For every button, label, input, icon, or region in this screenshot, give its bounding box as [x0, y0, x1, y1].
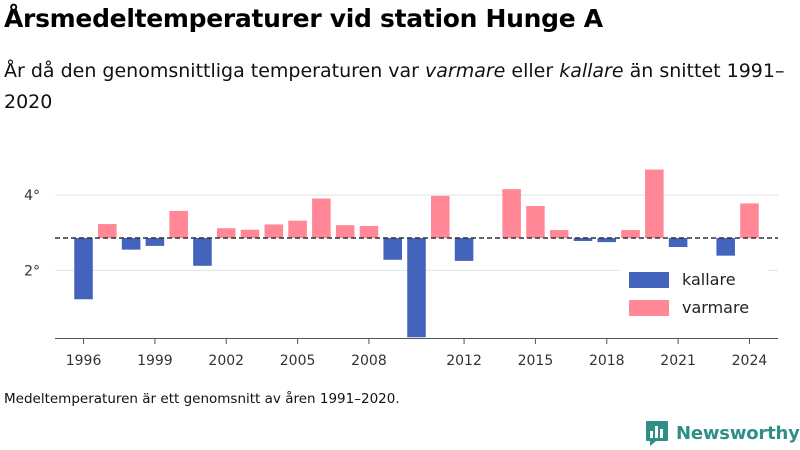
bar-2004: [264, 224, 284, 238]
bar-2001: [193, 237, 212, 266]
x-tick-label: 1996: [66, 353, 102, 369]
bar-2003: [240, 229, 260, 238]
bar-2019: [621, 230, 640, 238]
bar-2017: [573, 237, 593, 241]
bar-1998: [121, 237, 141, 250]
legend-label-varmare: varmare: [682, 298, 749, 317]
x-tick-label: 2005: [280, 353, 316, 369]
bar-2005: [288, 220, 307, 238]
bar-2024: [740, 203, 759, 238]
x-tick-label: 2008: [351, 353, 387, 369]
bar-2016: [549, 230, 569, 238]
x-tick-label: 2012: [446, 353, 482, 369]
bar-2012: [454, 237, 474, 261]
bar-2021: [668, 237, 688, 248]
chart-title: Årsmedeltemperaturer vid station Hunge A: [4, 4, 603, 33]
subtitle-text-3: än snittet 1991–2020: [4, 60, 785, 113]
x-tick-label: 2018: [589, 353, 625, 369]
newsworthy-chart-bubble-icon: [646, 420, 668, 446]
brand-logo: Newsworthy: [645, 418, 800, 448]
bar-2015: [526, 206, 545, 238]
x-tick-label: 2015: [518, 353, 554, 369]
subtitle-warm-word: varmare: [425, 60, 506, 82]
subtitle-cold-word: kallare: [559, 60, 624, 82]
bar-2023: [716, 237, 735, 256]
x-tick-label: 2002: [208, 353, 244, 369]
bar-2009: [383, 237, 402, 260]
bar-2010: [407, 237, 426, 338]
subtitle-text-2: eller: [505, 60, 560, 82]
axes: 2° 4° 1996 1999 2002 2005 2008 2012 2015 2018 2021…: [24, 188, 778, 369]
legend: kallare varmare: [620, 265, 768, 323]
bar-2007: [335, 225, 355, 238]
legend-swatch-kallare: [629, 272, 669, 288]
bar-2002: [216, 228, 236, 238]
temperature-bar-chart: 2° 4° 1996 1999 2002 2005 2008 2012 2015 2018 2021…: [24, 169, 778, 369]
bar-1996: [74, 237, 93, 300]
bar-1997: [98, 224, 117, 238]
bar-2011: [431, 195, 450, 238]
x-tick-label: 2021: [660, 353, 696, 369]
bar-2000: [169, 210, 188, 238]
bar-1999: [145, 237, 165, 246]
subtitle-text-1: År då den genomsnittliga temperaturen va…: [4, 60, 426, 82]
bar-2008: [359, 225, 379, 238]
bar-2020: [645, 169, 664, 238]
y-tick-label: 4°: [24, 188, 40, 204]
chart-subtitle: År då den genomsnittliga temperaturen va…: [4, 56, 794, 118]
bar-2018: [597, 237, 617, 243]
bar-2006: [312, 198, 331, 238]
x-tick-label: 2024: [732, 353, 768, 369]
brand-name: Newsworthy: [676, 422, 800, 444]
legend-swatch-varmare: [629, 300, 669, 316]
bars: [55, 169, 778, 338]
y-tick-label: 2°: [24, 263, 40, 279]
bar-2014: [502, 189, 521, 238]
footnote: Medeltemperaturen är ett genomsnitt av å…: [4, 391, 400, 407]
legend-label-kallare: kallare: [682, 270, 736, 289]
x-tick-label: 1999: [137, 353, 173, 369]
